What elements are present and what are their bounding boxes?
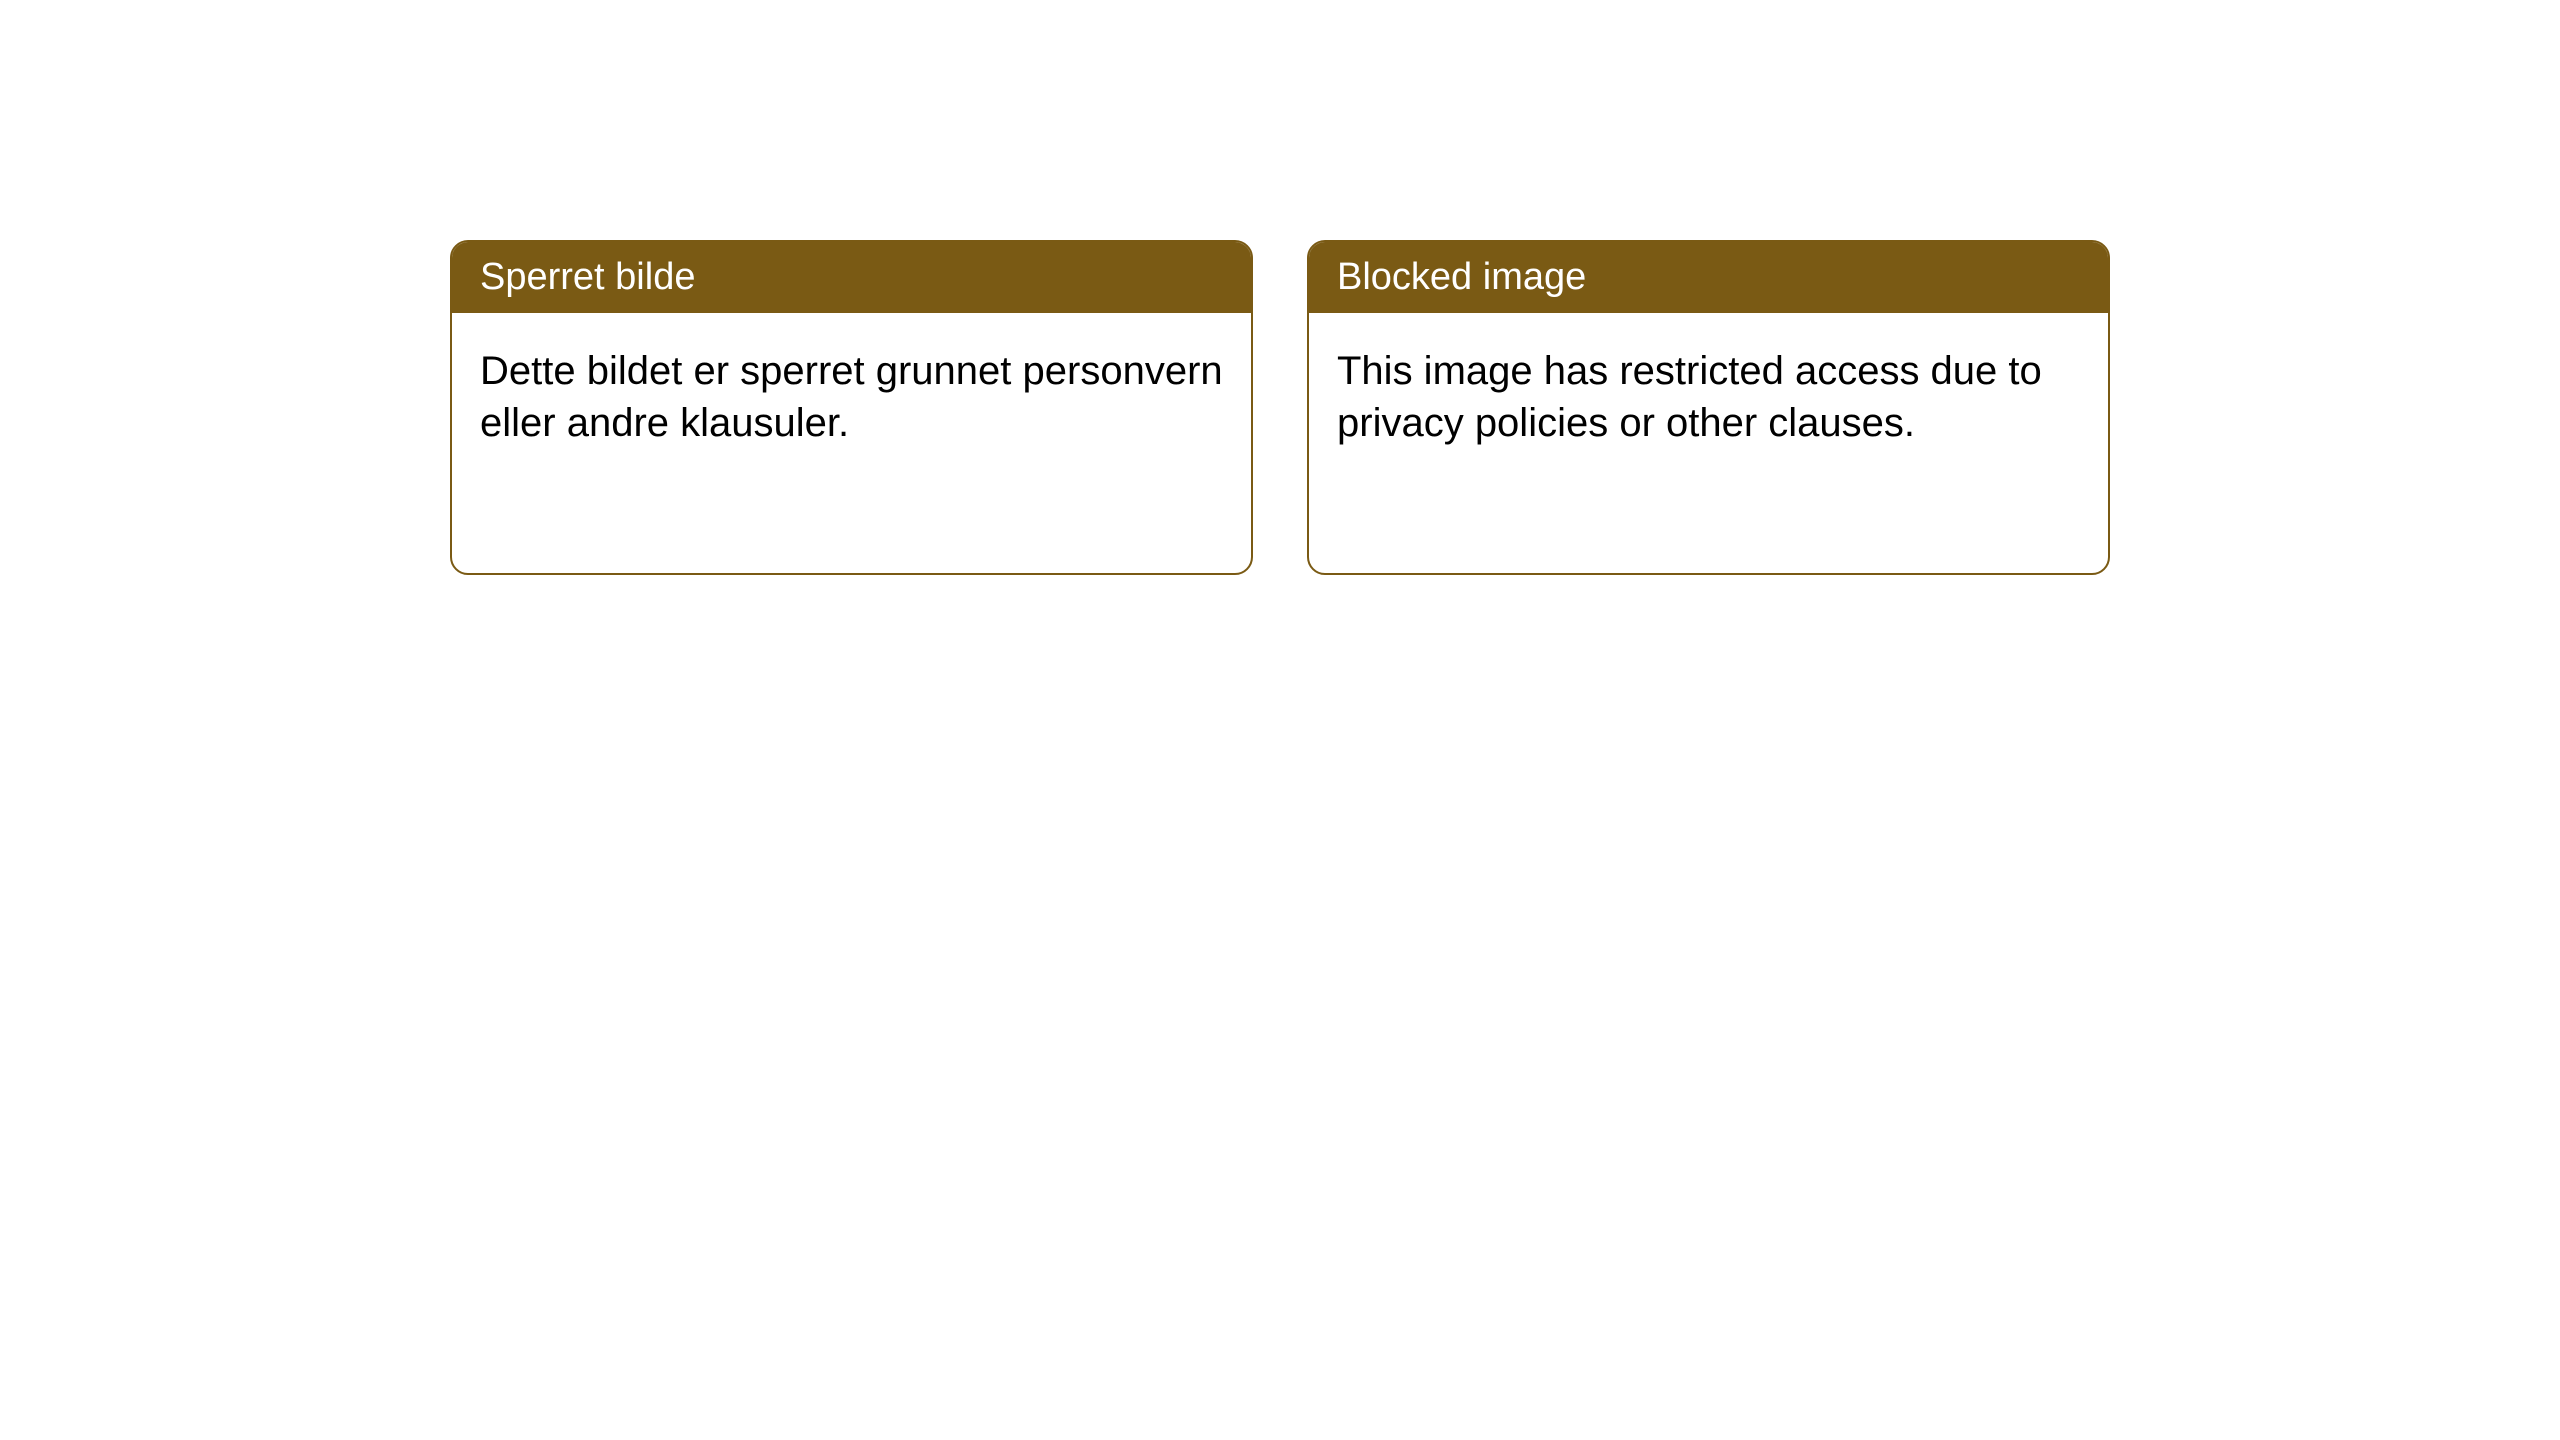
notice-container: Sperret bilde Dette bildet er sperret gr… xyxy=(450,240,2110,575)
notice-body-text: This image has restricted access due to … xyxy=(1337,349,2042,445)
notice-header-text: Blocked image xyxy=(1337,256,1586,298)
notice-header-text: Sperret bilde xyxy=(480,256,695,298)
notice-body: Dette bildet er sperret grunnet personve… xyxy=(452,313,1251,481)
notice-body: This image has restricted access due to … xyxy=(1309,313,2108,481)
notice-card-english: Blocked image This image has restricted … xyxy=(1307,240,2110,575)
notice-body-text: Dette bildet er sperret grunnet personve… xyxy=(480,349,1223,445)
notice-card-norwegian: Sperret bilde Dette bildet er sperret gr… xyxy=(450,240,1253,575)
notice-header: Sperret bilde xyxy=(452,242,1251,313)
notice-header: Blocked image xyxy=(1309,242,2108,313)
